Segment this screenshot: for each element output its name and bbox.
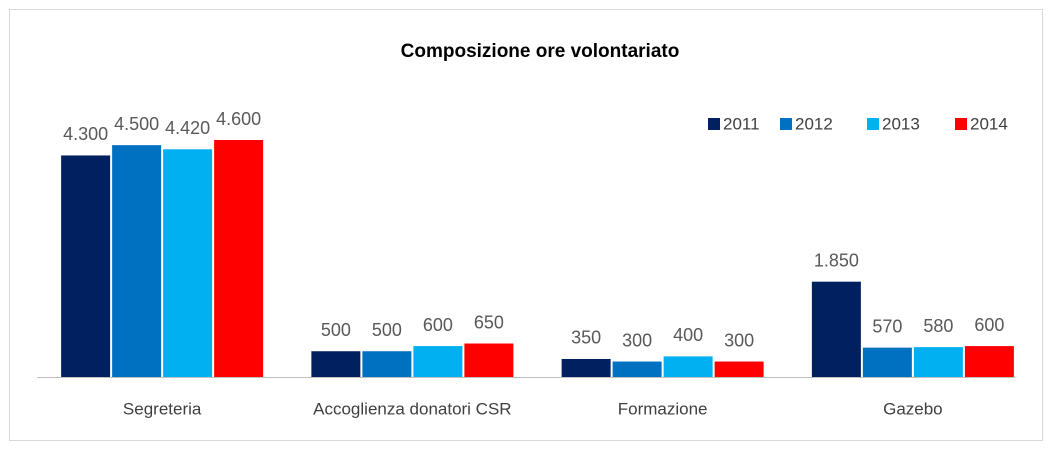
bar <box>163 149 213 377</box>
bar <box>811 281 861 377</box>
data-label: 600 <box>423 315 453 335</box>
data-label: 580 <box>923 316 953 336</box>
bar <box>663 356 713 377</box>
x-tick-label: Gazebo <box>883 399 943 418</box>
legend-swatch <box>780 118 792 130</box>
data-label: 650 <box>474 312 504 332</box>
bar <box>561 358 611 377</box>
legend-label: 2013 <box>882 114 920 133</box>
legend-swatch <box>867 118 879 130</box>
chart-title: Composizione ore volontariato <box>401 41 680 62</box>
bar <box>464 343 514 377</box>
data-label: 4.300 <box>63 124 108 144</box>
x-tick-label: Formazione <box>618 399 708 418</box>
legend-label: 2011 <box>723 114 760 133</box>
data-label: 4.420 <box>165 118 210 138</box>
data-label: 4.600 <box>216 109 261 129</box>
bar <box>214 140 264 377</box>
data-label: 300 <box>724 330 754 350</box>
data-label: 500 <box>372 320 402 340</box>
data-label: 400 <box>673 325 703 345</box>
legend-label: 2012 <box>795 114 833 133</box>
bar <box>112 145 162 377</box>
data-label: 1.850 <box>814 250 859 270</box>
data-label: 600 <box>974 315 1004 335</box>
x-tick-label: Segreteria <box>123 399 202 418</box>
data-label: 4.500 <box>114 114 159 134</box>
data-label: 570 <box>872 316 902 336</box>
bar <box>714 361 764 377</box>
bar <box>913 347 963 377</box>
data-label: 500 <box>321 320 351 340</box>
legend-swatch <box>955 118 967 130</box>
bar <box>612 361 662 377</box>
data-label: 350 <box>571 328 601 348</box>
legend-swatch <box>708 118 720 130</box>
bar <box>311 351 361 377</box>
legend-label: 2014 <box>970 114 1008 133</box>
bar <box>413 346 463 377</box>
bar <box>362 351 412 377</box>
bar <box>61 155 111 377</box>
bar <box>964 346 1014 377</box>
bar <box>862 347 912 377</box>
x-tick-label: Accoglienza donatori CSR <box>313 399 511 418</box>
data-label: 300 <box>622 330 652 350</box>
